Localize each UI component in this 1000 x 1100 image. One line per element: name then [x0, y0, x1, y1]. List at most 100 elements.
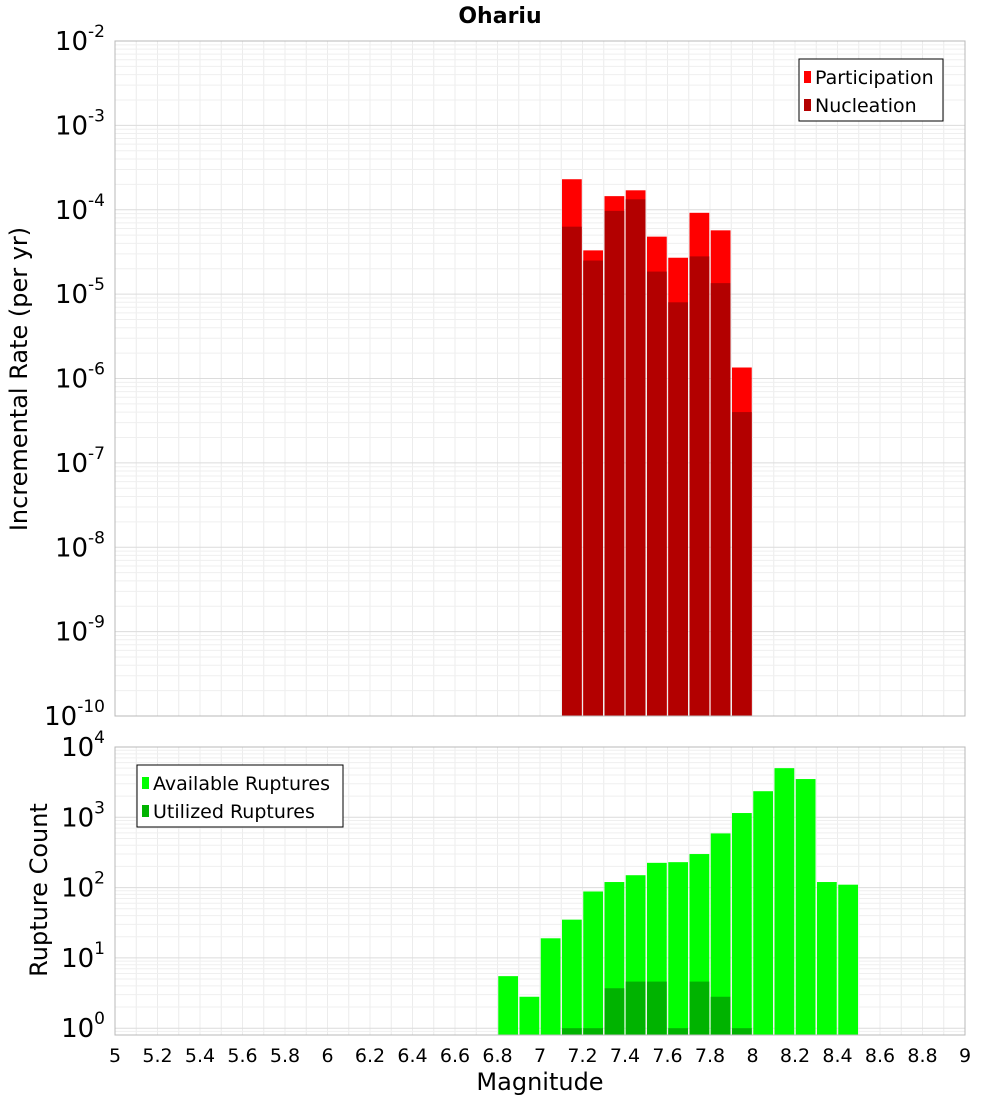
y-tick-base: 10 — [55, 27, 88, 57]
legend-label: Nucleation — [815, 95, 917, 117]
x-tick-label: 5.8 — [270, 1045, 300, 1067]
bar-available-ruptures — [732, 813, 752, 1035]
top-y-tick-labels: 10-210-310-410-510-610-710-810-910-10 — [44, 22, 105, 732]
bar-available-ruptures — [817, 882, 837, 1035]
x-tick-label: 5.4 — [185, 1045, 215, 1067]
x-tick-label: 8 — [746, 1045, 758, 1067]
bar-available-ruptures — [498, 976, 518, 1035]
y-tick-exponent: 2 — [94, 869, 105, 889]
x-tick-label: 6.8 — [482, 1045, 512, 1067]
y-tick-exponent: 1 — [94, 939, 105, 959]
y-tick-exponent: 4 — [94, 728, 105, 748]
y-tick-label: 10-10 — [44, 697, 105, 732]
legend-label: Available Ruptures — [153, 773, 330, 795]
y-tick-exponent: -10 — [77, 697, 105, 717]
top-y-axis-label: Incremental Rate (per yr) — [5, 227, 33, 531]
x-tick-label: 7.2 — [567, 1045, 597, 1067]
bar-utilized-ruptures — [562, 1028, 582, 1035]
y-tick-exponent: -3 — [88, 106, 105, 126]
legend-label: Participation — [815, 67, 934, 89]
y-tick-label: 10-3 — [55, 106, 105, 141]
y-tick-base: 10 — [61, 733, 94, 763]
legend-swatch — [142, 777, 149, 789]
y-tick-label: 10-9 — [55, 613, 105, 648]
x-axis-label: Magnitude — [476, 1068, 603, 1096]
x-tick-label: 5.2 — [142, 1045, 172, 1067]
y-tick-base: 10 — [55, 280, 88, 310]
bar-utilized-ruptures — [604, 988, 625, 1035]
top-legend: Participation Nucleation — [798, 58, 944, 122]
bar-available-ruptures — [753, 791, 773, 1035]
x-tick-label: 7.4 — [610, 1045, 640, 1067]
x-tick-label: 8.6 — [865, 1045, 895, 1067]
x-tick-labels: 5 5.2 5.4 5.6 5.8 6 6.2 6.4 6.6 6.8 7 7.2 7.4 7.6 7.8 8… — [109, 1045, 971, 1067]
bar-nucleation — [625, 199, 646, 716]
bar-available-ruptures — [668, 862, 688, 1035]
legend-box — [798, 58, 944, 122]
bar-available-ruptures — [519, 996, 540, 1035]
y-tick-label: 10-6 — [55, 360, 105, 395]
legend-box — [136, 764, 344, 828]
x-tick-label: 5.6 — [227, 1045, 257, 1067]
bar-available-ruptures — [838, 884, 858, 1035]
y-tick-label: 101 — [61, 939, 105, 974]
x-tick-label: 8.8 — [907, 1045, 937, 1067]
bar-available-ruptures — [774, 768, 795, 1035]
y-tick-exponent: 0 — [94, 1009, 105, 1029]
x-tick-label: 6 — [321, 1045, 333, 1067]
y-tick-label: 102 — [61, 869, 105, 904]
legend-swatch — [804, 99, 811, 111]
y-tick-base: 10 — [55, 449, 88, 479]
bar-available-ruptures — [540, 938, 561, 1035]
x-tick-label: 5 — [109, 1045, 121, 1067]
y-tick-exponent: -9 — [88, 613, 105, 633]
y-tick-base: 10 — [55, 196, 88, 226]
top-plot-grid — [114, 40, 966, 717]
y-tick-base: 10 — [55, 618, 88, 648]
bar-available-ruptures — [710, 833, 731, 1035]
y-tick-base: 10 — [61, 1014, 94, 1044]
bar-nucleation — [647, 271, 667, 716]
x-tick-label: 9 — [959, 1045, 971, 1067]
bottom-y-axis-label: Rupture Count — [25, 803, 53, 977]
y-tick-label: 10-4 — [55, 191, 105, 226]
x-tick-label: 6.2 — [355, 1045, 385, 1067]
bar-utilized-ruptures — [732, 1028, 752, 1035]
bar-utilized-ruptures — [625, 981, 646, 1035]
bar-utilized-ruptures — [647, 981, 667, 1035]
y-tick-exponent: -2 — [88, 22, 105, 42]
y-tick-label: 10-8 — [55, 528, 105, 563]
y-tick-exponent: -6 — [88, 360, 105, 380]
y-tick-base: 10 — [55, 111, 88, 141]
y-tick-label: 100 — [61, 1009, 105, 1044]
bar-nucleation — [562, 226, 582, 716]
y-tick-base: 10 — [61, 874, 94, 904]
bar-utilized-ruptures — [689, 981, 710, 1035]
top-plot-bars — [562, 179, 752, 717]
x-tick-label: 8.4 — [822, 1045, 852, 1067]
y-tick-label: 104 — [61, 728, 105, 763]
x-tick-label: 7.6 — [652, 1045, 682, 1067]
legend-swatch — [804, 71, 811, 83]
y-tick-exponent: 3 — [94, 798, 105, 818]
bar-available-ruptures — [562, 919, 582, 1035]
y-tick-base: 10 — [61, 944, 94, 974]
top-plot-frame — [114, 40, 966, 717]
bottom-plot-bars — [498, 768, 858, 1035]
x-tick-label: 7.8 — [695, 1045, 725, 1067]
bar-nucleation — [689, 256, 710, 716]
y-tick-base: 10 — [44, 702, 77, 732]
y-tick-exponent: -5 — [88, 275, 105, 295]
y-tick-base: 10 — [55, 533, 88, 563]
legend-swatch — [142, 805, 149, 817]
bar-nucleation — [732, 412, 752, 716]
bar-available-ruptures — [583, 891, 603, 1035]
y-tick-base: 10 — [55, 365, 88, 395]
x-tick-label: 6.4 — [397, 1045, 427, 1067]
y-tick-label: 10-7 — [55, 444, 105, 479]
y-tick-exponent: -4 — [88, 191, 105, 211]
bar-available-ruptures — [795, 779, 816, 1035]
y-tick-base: 10 — [61, 803, 94, 833]
